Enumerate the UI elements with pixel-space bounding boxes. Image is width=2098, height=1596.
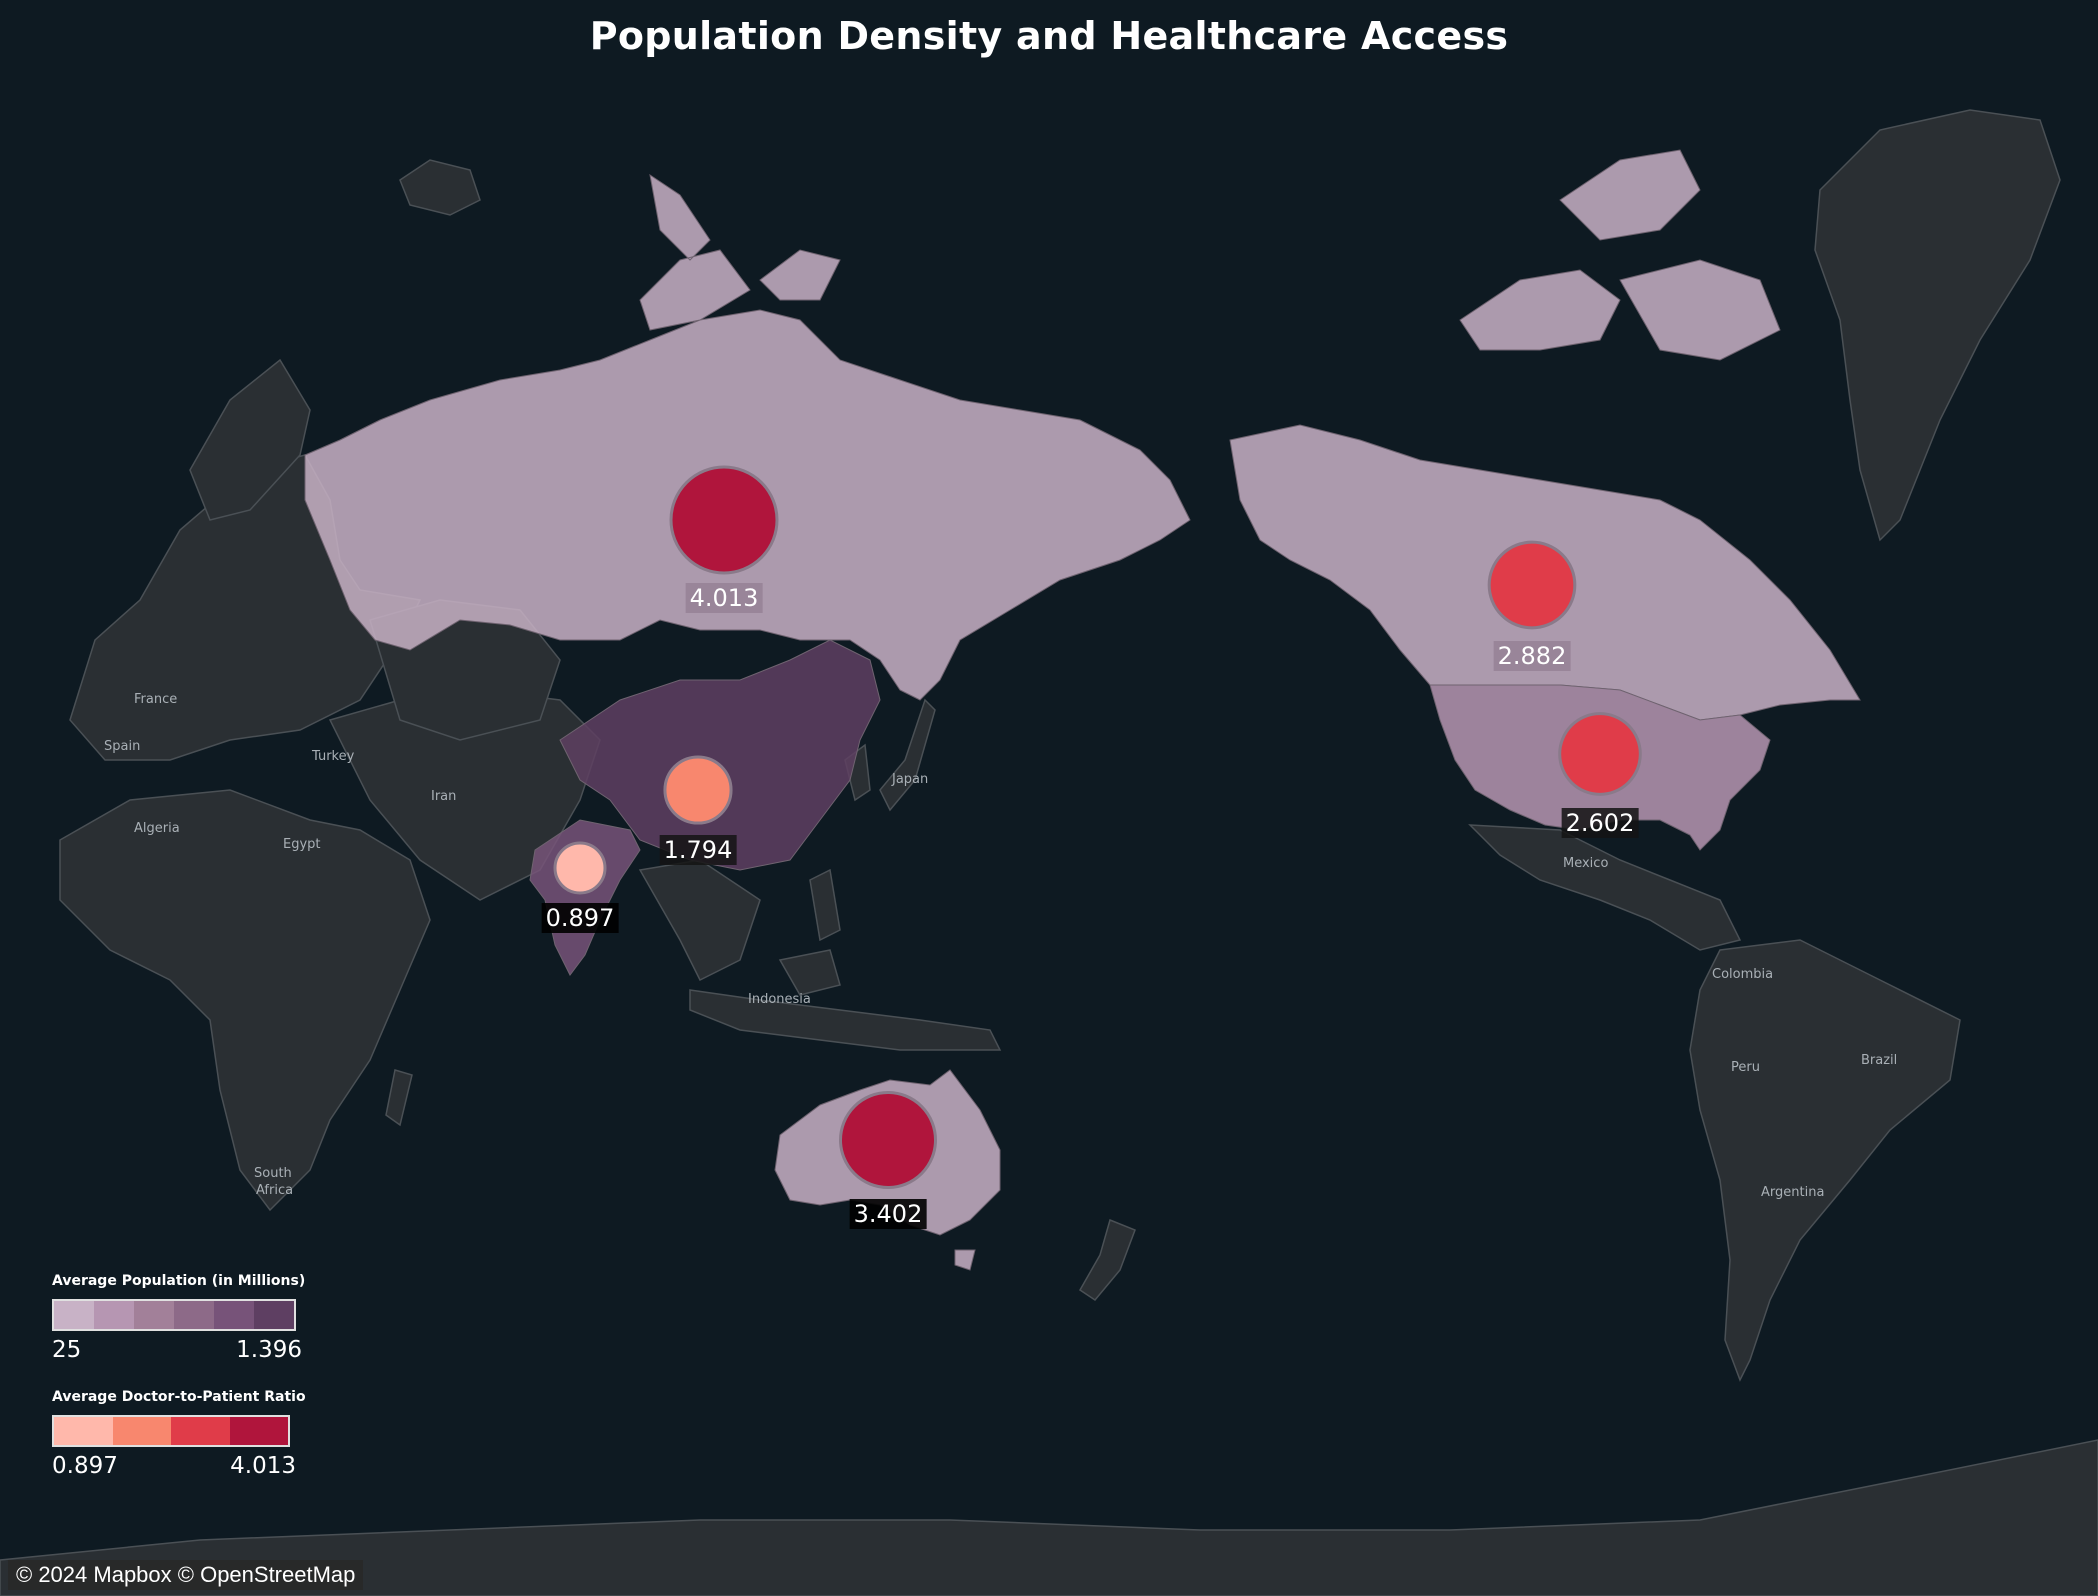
value-label-russia: 4.013 bbox=[685, 583, 763, 613]
legend-ratio-bar bbox=[52, 1415, 290, 1447]
place-label-japan: Japan bbox=[892, 772, 929, 787]
legend-ratio-swatch-1 bbox=[54, 1417, 113, 1445]
legend-population-swatch-3 bbox=[134, 1301, 174, 1329]
marker-russia[interactable] bbox=[669, 465, 779, 575]
base-land bbox=[0, 109, 2098, 1596]
place-label-mexico: Mexico bbox=[1563, 856, 1609, 871]
marker-china[interactable] bbox=[663, 755, 733, 825]
place-label-iran: Iran bbox=[431, 789, 457, 804]
legend-population-min: 25 bbox=[52, 1337, 82, 1363]
legend-ratio-title: Average Doctor-to-Patient Ratio bbox=[52, 1389, 306, 1405]
place-label-france: France bbox=[134, 692, 178, 707]
map-attribution[interactable]: © 2024 Mapbox © OpenStreetMap bbox=[8, 1560, 364, 1590]
legend-population-swatch-6 bbox=[254, 1301, 294, 1329]
legend-ratio-range: 0.897 4.013 bbox=[52, 1453, 296, 1479]
marker-canada[interactable] bbox=[1487, 540, 1577, 630]
new-zealand-land bbox=[1079, 1218, 1136, 1301]
legend-population-swatch-4 bbox=[174, 1301, 214, 1329]
africa-land bbox=[59, 789, 431, 1212]
legend-population-swatch-5 bbox=[214, 1301, 254, 1329]
greenland-land bbox=[1814, 109, 2061, 542]
legend-population-max: 1.396 bbox=[236, 1337, 302, 1363]
legend-ratio-swatch-4 bbox=[229, 1417, 288, 1445]
value-label-india: 0.897 bbox=[541, 903, 619, 933]
place-label-turkey: Turkey bbox=[312, 749, 355, 764]
indonesia-land bbox=[689, 989, 1002, 1051]
south-america-land bbox=[1689, 939, 1961, 1382]
place-label-spain: Spain bbox=[104, 739, 141, 754]
place-label-south-africa-line1: South bbox=[254, 1166, 292, 1181]
place-label-brazil: Brazil bbox=[1861, 1053, 1898, 1068]
antarctica-land bbox=[0, 1439, 2098, 1596]
marker-india[interactable] bbox=[553, 841, 607, 895]
legend-ratio: Average Doctor-to-Patient Ratio 0.897 4.… bbox=[52, 1389, 306, 1479]
region-china[interactable] bbox=[559, 639, 881, 871]
place-label-colombia: Colombia bbox=[1712, 967, 1774, 982]
madagascar-land bbox=[385, 1069, 413, 1127]
place-label-algeria: Algeria bbox=[134, 821, 180, 836]
value-label-china: 1.794 bbox=[659, 835, 737, 865]
place-label-egypt: Egypt bbox=[283, 837, 321, 852]
value-label-canada: 2.882 bbox=[1493, 641, 1571, 671]
place-label-peru: Peru bbox=[1731, 1060, 1760, 1075]
svalbard-land bbox=[399, 159, 481, 216]
legend-population-range: 25 1.396 bbox=[52, 1337, 302, 1363]
map-title: Population Density and Healthcare Access bbox=[589, 14, 1509, 58]
place-label-argentina: Argentina bbox=[1761, 1185, 1825, 1200]
legend-population-swatch-1 bbox=[54, 1301, 94, 1329]
place-label-indonesia: Indonesia bbox=[748, 992, 811, 1007]
marker-usa[interactable] bbox=[1558, 712, 1642, 796]
southeast-asia-land bbox=[638, 859, 761, 982]
value-label-usa: 2.602 bbox=[1561, 808, 1639, 838]
region-canada[interactable] bbox=[1229, 149, 1861, 721]
region-russia[interactable] bbox=[304, 173, 1191, 701]
value-label-australia: 3.402 bbox=[849, 1199, 927, 1229]
legend-ratio-swatch-2 bbox=[112, 1417, 171, 1445]
place-label-south-africa-line2: Africa bbox=[256, 1183, 294, 1198]
legend-population-title: Average Population (in Millions) bbox=[52, 1273, 306, 1289]
legend-population: Average Population (in Millions) 25 1.39… bbox=[52, 1273, 306, 1363]
legend-population-swatch-2 bbox=[94, 1301, 134, 1329]
scandinavia-land bbox=[189, 358, 311, 521]
legend-ratio-min: 0.897 bbox=[52, 1453, 118, 1479]
legend-ratio-max: 4.013 bbox=[230, 1453, 296, 1479]
japan-land bbox=[879, 698, 936, 812]
markers-layer bbox=[553, 465, 1642, 1190]
mexico-land bbox=[1468, 824, 1742, 951]
marker-australia[interactable] bbox=[838, 1090, 938, 1190]
philippines-land bbox=[809, 868, 841, 942]
borneo-land bbox=[778, 949, 841, 996]
legend-ratio-swatch-3 bbox=[171, 1417, 230, 1445]
legend-population-bar bbox=[52, 1299, 296, 1331]
